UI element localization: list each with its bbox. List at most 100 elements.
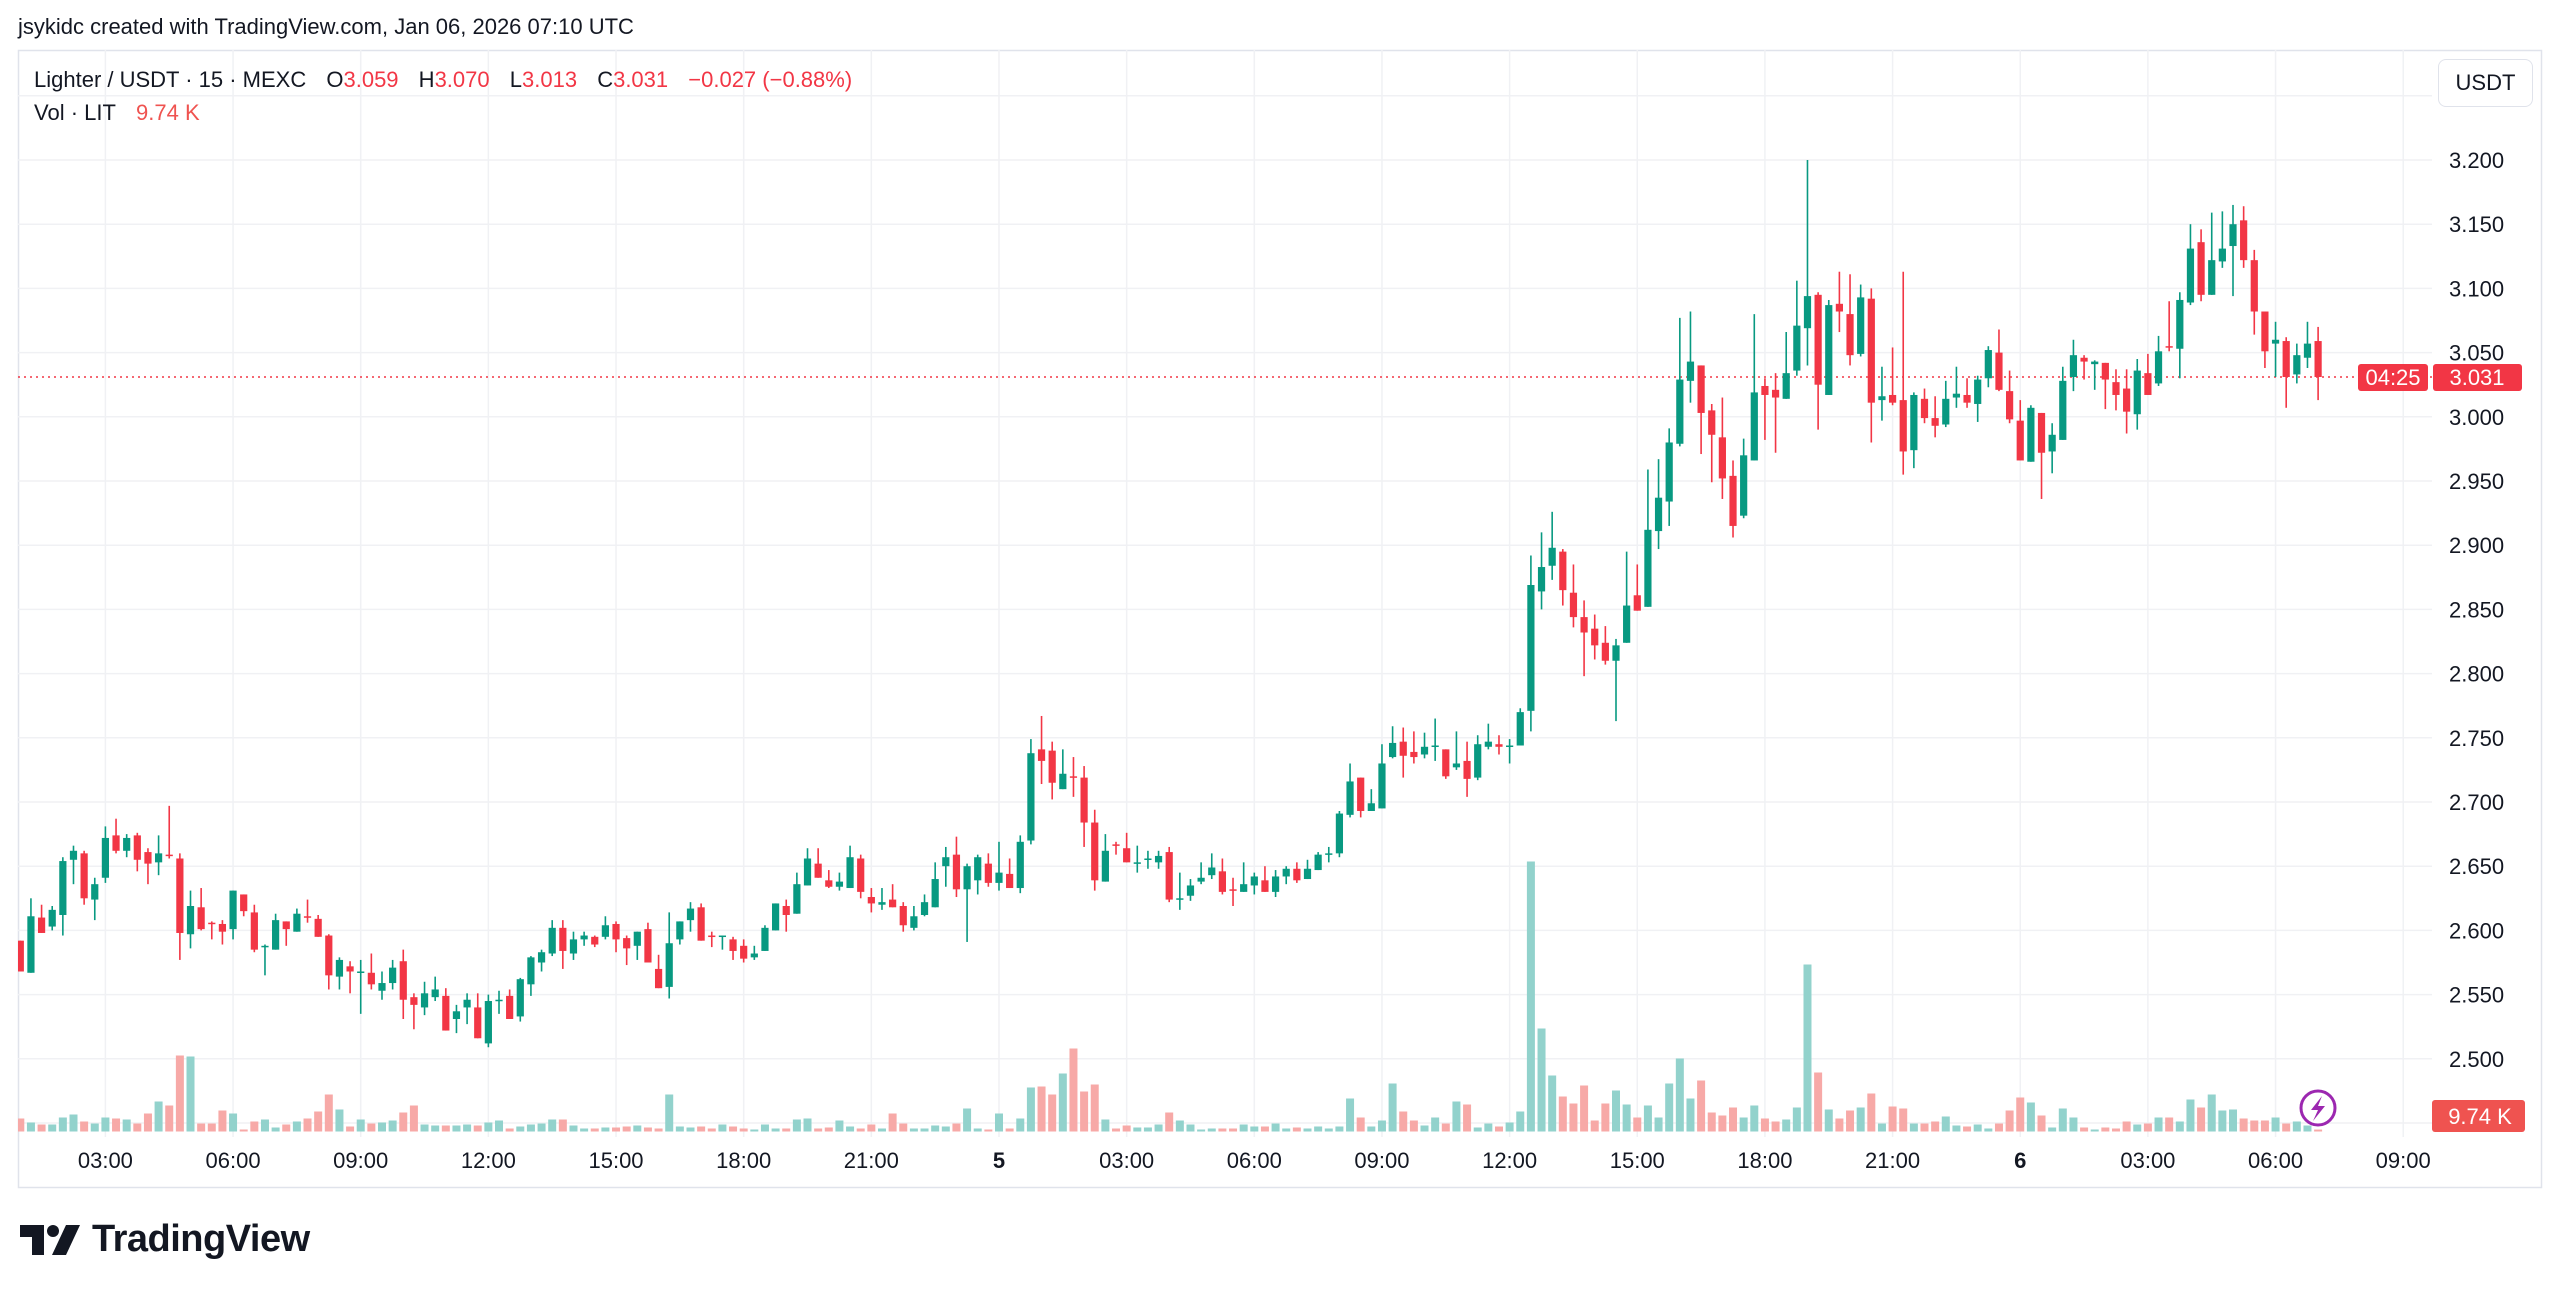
candle-body <box>37 917 46 933</box>
time-tick-label: 18:00 <box>1737 1148 1792 1173</box>
candle-body <box>1303 868 1312 880</box>
candle-body <box>1006 873 1014 889</box>
candle-body <box>697 907 705 941</box>
candle-body <box>442 995 450 1031</box>
volume-bar <box>1399 1111 1408 1132</box>
candle-body <box>793 884 801 914</box>
currency-button[interactable]: USDT <box>2438 59 2533 107</box>
candle-body <box>272 920 280 950</box>
volume-tag-value: 9.74 K <box>2448 1104 2512 1129</box>
volume-bar <box>367 1123 376 1132</box>
time-tick-label: 5 <box>993 1148 1005 1173</box>
candle <box>910 906 918 931</box>
volume-bar <box>1484 1123 1493 1132</box>
candle-body <box>1123 848 1131 863</box>
candle <box>2186 224 2195 306</box>
candle-body <box>2006 391 2014 420</box>
price-tick-label: 2.500 <box>2449 1047 2504 1072</box>
candle-body <box>633 931 641 946</box>
volume-bar <box>2314 1129 2323 1132</box>
candle-body <box>2282 341 2290 377</box>
candle-body <box>1825 305 1833 395</box>
time-tick-label: 12:00 <box>461 1148 516 1173</box>
close-value: 3.031 <box>613 67 669 92</box>
volume-bar <box>526 1124 535 1132</box>
price-axis[interactable]: 2.500 2.550 2.600 2.650 2.700 2.750 2.800 2.850… <box>2449 148 2504 1072</box>
time-tick-label: 03:00 <box>1099 1148 1154 1173</box>
volume-bar <box>314 1111 323 1132</box>
candle <box>1069 757 1078 797</box>
time-tick-label: 06:00 <box>206 1148 261 1173</box>
volume-bar <box>112 1118 121 1132</box>
candle <box>463 993 471 1025</box>
volume-bar <box>1824 1109 1833 1132</box>
candle <box>1803 160 1812 366</box>
volume-bar <box>877 1128 886 1132</box>
candle-body <box>569 939 578 954</box>
candle <box>1591 614 1599 660</box>
volume-bar <box>654 1128 663 1132</box>
tradingview-brand[interactable]: TradingView <box>20 1218 310 1261</box>
volume-bar <box>186 1056 195 1132</box>
candle <box>633 931 641 960</box>
candle-body <box>27 916 35 973</box>
volume-bar <box>1505 1122 1514 1132</box>
candle <box>2016 400 2024 461</box>
volume-legend[interactable]: Vol · LIT 9.74 K <box>34 100 200 126</box>
candle <box>1782 332 1790 399</box>
volume-bar <box>771 1128 780 1132</box>
candle <box>2037 412 2046 499</box>
symbol-name[interactable]: Lighter / USDT · 15 · MEXC <box>34 67 307 92</box>
candle-body <box>484 1001 492 1044</box>
candle <box>378 971 386 1000</box>
candle <box>1686 311 1695 403</box>
candle-body <box>1697 365 1705 413</box>
volume-bar <box>431 1125 440 1132</box>
candle <box>154 835 163 876</box>
candle <box>2133 359 2141 430</box>
volume-bar <box>1526 861 1535 1132</box>
price-tick-label: 2.600 <box>2449 918 2504 943</box>
candle-body <box>1037 749 1046 761</box>
candle-body <box>1601 642 1609 661</box>
candle-body <box>1389 742 1397 758</box>
candle-body <box>1101 850 1109 882</box>
volume-bar <box>409 1105 418 1132</box>
time-axis[interactable]: 03:00 06:00 09:00 12:00 15:00 18:00 21:00 5 03:0… <box>78 1148 2431 1173</box>
volume-label: Vol · LIT <box>34 100 116 125</box>
volume-bar <box>824 1127 833 1132</box>
candle <box>1963 378 1971 408</box>
lightning-alert-icon[interactable] <box>2299 1089 2337 1127</box>
candle-body <box>314 918 322 937</box>
candle <box>335 957 344 990</box>
candle-body <box>1952 393 1961 398</box>
candle <box>1771 373 1780 453</box>
candle <box>1378 744 1386 809</box>
candle <box>410 993 418 1030</box>
candle-body <box>1686 361 1695 381</box>
volume-bar <box>473 1125 482 1132</box>
candle <box>750 945 758 960</box>
candle-body <box>1410 751 1418 758</box>
volume-bar <box>1590 1120 1599 1132</box>
candle-body <box>1250 876 1258 886</box>
volume-bar <box>2218 1110 2227 1132</box>
symbol-legend[interactable]: Lighter / USDT · 15 · MEXC O3.059 H3.070… <box>34 67 852 93</box>
candle-body <box>825 880 833 887</box>
candle-body <box>261 945 269 948</box>
candle <box>1580 600 1588 677</box>
candle-body <box>2218 248 2226 262</box>
candle <box>825 870 833 889</box>
volume-bar <box>782 1128 791 1132</box>
time-tick-label: 21:00 <box>1865 1148 1920 1173</box>
candle <box>1484 723 1492 750</box>
candle-body <box>1282 868 1290 877</box>
candle <box>2112 369 2120 411</box>
candle-body <box>420 993 429 1008</box>
candle-body <box>250 912 258 950</box>
volume-bar <box>963 1108 972 1132</box>
candle <box>1080 766 1088 847</box>
candle-body <box>2197 242 2205 295</box>
candle <box>718 935 727 950</box>
